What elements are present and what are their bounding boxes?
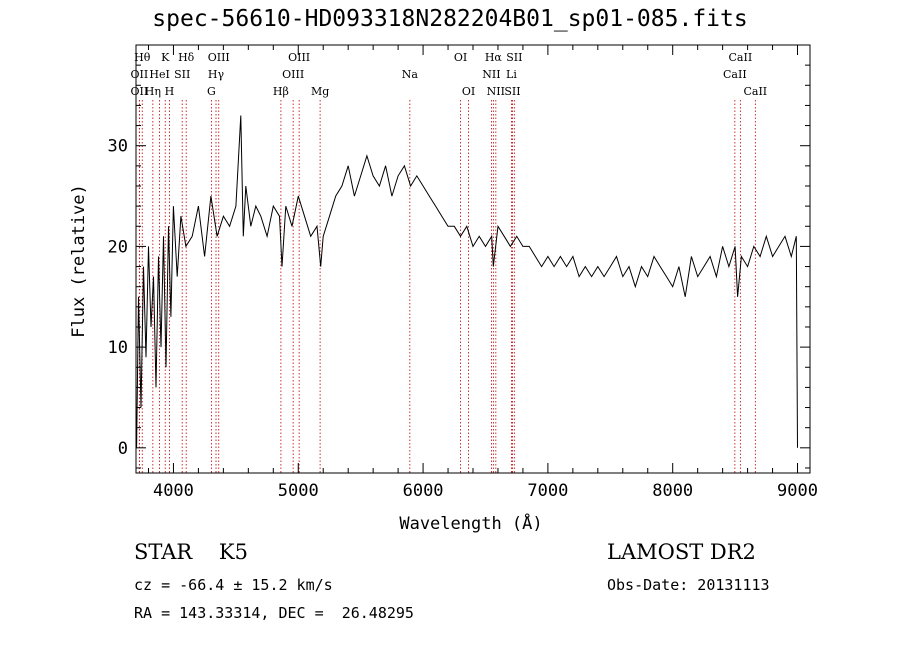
line-label: SII [174,68,190,81]
line-label: Hη [145,85,161,98]
x-tick-label: 6000 [403,481,444,501]
observation-date: Obs-Date: 20131113 [607,576,770,594]
line-label: Hγ [208,68,225,81]
line-label: CaII [723,68,747,81]
x-tick-label: 7000 [527,481,568,501]
line-label: OII [131,68,149,81]
redshift-line: cz = -66.4 ± 15.2 km/s [134,576,333,594]
line-label: Hδ [178,51,195,64]
line-label: OIII [208,51,230,64]
emission-line-markers [138,100,756,473]
line-label: OI [454,51,467,64]
line-label: Hθ [134,51,151,64]
x-axis-label: Wavelength (Å) [399,512,542,534]
line-label: NII [487,85,505,98]
line-label: CaII [743,85,767,98]
line-label: OII [131,85,149,98]
line-label: Li [506,68,517,81]
line-label: H [165,85,175,98]
y-axis-label: Flux (relative) [69,184,89,338]
line-label: SII [506,51,522,64]
y-tick-label: 10 [108,338,128,358]
object-class: STAR K5 [134,540,248,564]
x-tick-label: 8000 [652,481,693,501]
line-label: NII [482,68,500,81]
line-label: Hβ [273,85,289,98]
line-label: OIII [282,68,304,81]
coordinates-line: RA = 143.33314, DEC = 26.48295 [134,604,414,622]
flux-series [136,115,798,448]
x-tick-label: 9000 [777,481,818,501]
line-label: OI [462,85,475,98]
y-tick-label: 30 [108,137,128,157]
line-label: SII [504,85,520,98]
axes: 4000 5000 6000 7000 8000 9000 0 10 20 30 [108,44,818,501]
line-label: K [161,51,170,64]
line-label: Mg [311,85,329,98]
x-tick-label: 4000 [153,481,194,501]
y-tick-label: 0 [118,439,128,459]
line-label: CaII [729,51,753,64]
emission-line-labels: OIIHθOIIHηHeIKHSIIHδGHγOIIIHβOIIIOIIIMgN… [131,51,768,98]
y-tick-label: 20 [108,237,128,257]
survey-name: LAMOST DR2 [607,540,756,564]
line-label: OIII [288,51,310,64]
line-label: G [207,85,216,98]
chart-title: spec-56610-HD093318N282204B01_sp01-085.f… [152,6,748,32]
line-label: Hα [485,51,503,64]
line-label: Na [402,68,419,81]
flux-line [136,115,798,448]
line-label: HeI [149,68,169,81]
x-tick-label: 5000 [278,481,319,501]
